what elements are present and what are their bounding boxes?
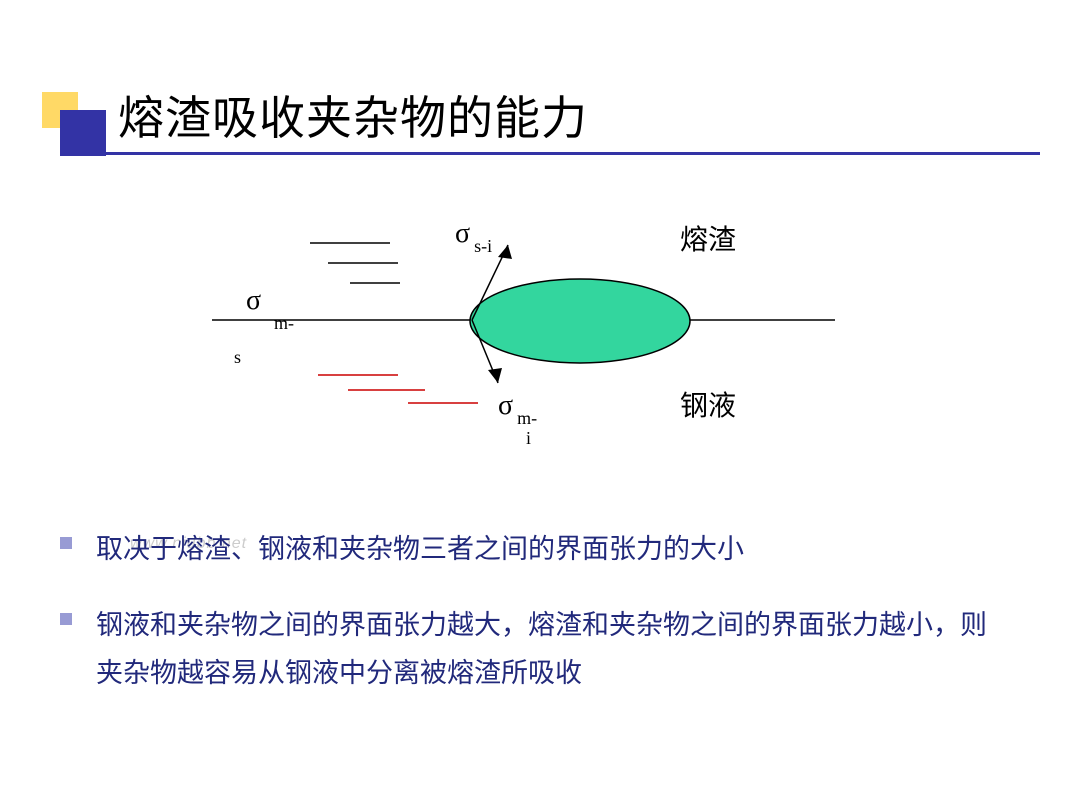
- bullet-list: 取决于熔渣、钢液和夹杂物三者之间的界面张力的大小 钢液和夹杂物之间的界面张力越大…: [60, 525, 1010, 725]
- page-title: 熔渣吸收夹杂物的能力: [118, 82, 588, 148]
- bullet-marker-icon: [60, 537, 72, 549]
- sigma-subscript: s: [234, 347, 254, 368]
- deco-square-blue: [60, 110, 106, 156]
- bullet-marker-icon: [60, 613, 72, 625]
- bullet-text: 钢液和夹杂物之间的界面张力越大，熔渣和夹杂物之间的界面张力越小，则夹杂物越容易从…: [96, 601, 1010, 697]
- sigma-subscript: i: [526, 428, 561, 449]
- sigma-m-i-label: σm- i: [498, 390, 533, 443]
- diagram-svg: [0, 215, 1066, 505]
- bullet-text: 取决于熔渣、钢液和夹杂物三者之间的界面张力的大小: [96, 525, 744, 573]
- sigma-subscript: m-: [274, 313, 294, 333]
- slag-phase-label: 熔渣: [680, 218, 736, 258]
- list-item: 钢液和夹杂物之间的界面张力越大，熔渣和夹杂物之间的界面张力越小，则夹杂物越容易从…: [60, 601, 1010, 697]
- inclusion-ellipse: [470, 279, 690, 363]
- sigma-subscript: m-: [517, 408, 537, 428]
- sigma-s-i-label: σs-i: [455, 218, 488, 250]
- sigma-symbol: σ: [246, 285, 261, 316]
- title-underline: [60, 152, 1040, 155]
- steel-liquid-label: 钢液: [680, 390, 736, 424]
- sigma-subscript: s-i: [474, 236, 492, 256]
- list-item: 取决于熔渣、钢液和夹杂物三者之间的界面张力的大小: [60, 525, 1010, 573]
- sigma-m-s-label: σ m- s: [246, 285, 266, 358]
- interface-tension-diagram: σs-i 熔渣 σ m- s σm- i 钢液: [0, 215, 1066, 505]
- sigma-symbol: σ: [455, 218, 470, 249]
- sigma-symbol: σ: [498, 390, 513, 421]
